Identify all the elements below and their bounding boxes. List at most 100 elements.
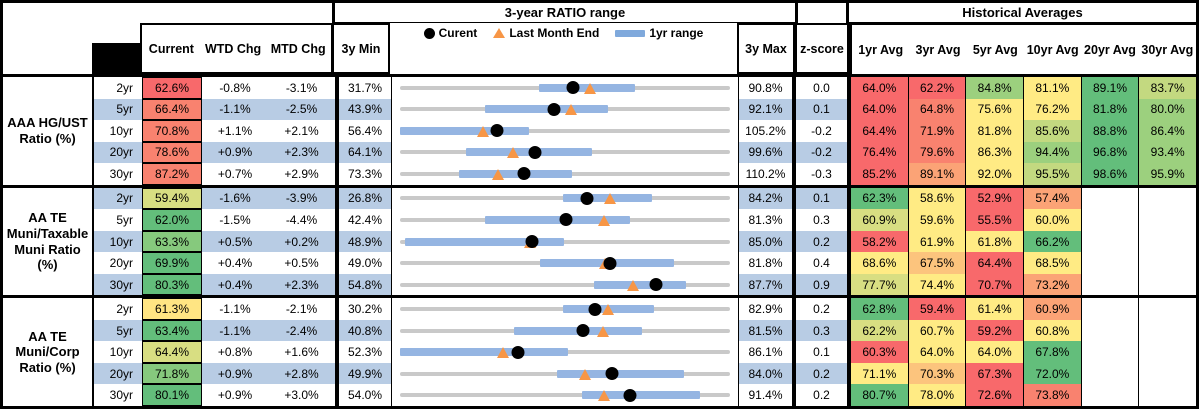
- wtd-chg-cell: +0.5%: [202, 230, 268, 253]
- section-rows: 2yr 62.6% -0.8% -3.1% 31.7% 90.8% 0.0 64.0% 62.2…: [94, 77, 1196, 185]
- historical-avg-cell: 94.4%: [1024, 141, 1082, 164]
- historical-avg-cell: [1081, 298, 1140, 320]
- historical-avg-cell: 64.8%: [908, 98, 967, 121]
- historical-avg-cell: 86.3%: [966, 141, 1025, 164]
- tenor-cell: 20yr: [94, 362, 142, 385]
- tenor-cell: 30yr: [94, 384, 142, 406]
- tenor-cell: 10yr: [94, 230, 142, 253]
- three-year-min-cell: 64.1%: [335, 141, 392, 164]
- last-month-end-triangle-icon: [493, 28, 506, 38]
- column-header-mtd-chg: MTD Chg: [270, 41, 326, 56]
- tenor-cell: 10yr: [94, 341, 142, 363]
- column-header-3yr-avg: 3yr Avg: [915, 42, 961, 57]
- historical-avg-cell: 81.1%: [1024, 77, 1082, 99]
- three-year-max-cell: 92.1%: [739, 98, 796, 121]
- wtd-chg-cell: -1.1%: [202, 319, 268, 342]
- three-year-range-line: [400, 128, 730, 133]
- current-marker: [566, 81, 579, 95]
- historical-avg-cell: [1139, 230, 1196, 253]
- one-year-range-bar: [404, 237, 564, 246]
- z-score-cell: 0.0: [796, 77, 851, 99]
- table-row: 20yr 71.8% +0.9% +2.8% 49.9% 84.0% 0.2 71.1% 70.…: [94, 362, 1196, 385]
- z-score-cell: -0.2: [796, 120, 851, 142]
- mtd-chg-cell: +1.6%: [268, 341, 335, 363]
- legend-item-current: Curent: [423, 26, 477, 40]
- three-year-min-cell: 52.3%: [335, 341, 392, 363]
- historical-avg-cell: [1139, 298, 1196, 320]
- historical-avg-cell: [1139, 384, 1196, 406]
- column-header-z-score: z-score: [795, 23, 849, 74]
- last-month-end-marker: [565, 104, 578, 116]
- legend-item-1yr-range: 1yr range: [615, 26, 703, 40]
- historical-avg-cell: 68.5%: [1024, 252, 1082, 274]
- table-row: 20yr 69.9% +0.4% +0.5% 49.0% 81.8% 0.4 68.6% 67.…: [94, 252, 1196, 274]
- current-value-cell: 80.1%: [142, 384, 202, 406]
- tenor-cell: 20yr: [94, 141, 142, 164]
- three-year-min-cell: 54.8%: [335, 273, 392, 296]
- last-month-end-marker: [626, 279, 639, 291]
- last-month-end-marker: [578, 368, 591, 380]
- current-value-cell: 63.3%: [142, 230, 202, 253]
- change-columns-header: Current WTD Chg MTD Chg: [140, 23, 333, 74]
- mtd-chg-cell: +2.1%: [268, 120, 335, 142]
- z-score-cell: 0.2: [796, 298, 851, 320]
- historical-avg-cell: 85.2%: [851, 163, 909, 185]
- last-month-end-marker: [597, 214, 610, 226]
- mtd-chg-cell: +2.3%: [268, 273, 335, 296]
- historical-avg-cell: 66.2%: [1024, 230, 1082, 253]
- historical-avg-cell: 93.4%: [1139, 141, 1196, 164]
- historical-avg-cell: 88.8%: [1081, 120, 1140, 142]
- historical-avg-cell: [1081, 252, 1140, 274]
- historical-avg-cell: 64.0%: [851, 98, 909, 121]
- historical-avg-cell: 76.4%: [851, 141, 909, 164]
- three-year-max-cell: 90.8%: [739, 77, 796, 99]
- three-year-max-cell: 81.5%: [739, 319, 796, 342]
- tenor-cell: 2yr: [94, 77, 142, 99]
- z-score-cell: 0.2: [796, 230, 851, 253]
- current-marker: [525, 235, 539, 248]
- historical-avg-cell: 70.3%: [908, 362, 967, 385]
- historical-avg-cell: 64.4%: [851, 120, 909, 142]
- z-score-cell: 0.1: [796, 187, 851, 210]
- three-year-min-cell: 56.4%: [335, 120, 392, 142]
- tenor-cell: 5yr: [94, 98, 142, 121]
- ratio-section: AAA HG/UST Ratio (%) 2yr 62.6% -0.8% -3.1% 31…: [3, 77, 1196, 188]
- historical-avg-cell: 72.0%: [1024, 362, 1082, 385]
- historical-avg-cell: [1139, 362, 1196, 385]
- column-header-10yr-avg: 10yr Avg: [1026, 42, 1079, 57]
- historical-avg-cell: 95.9%: [1139, 163, 1196, 185]
- historical-avg-cell: [1139, 319, 1196, 342]
- three-year-max-cell: 81.8%: [739, 252, 796, 274]
- column-header-3y-min: 3y Min: [332, 23, 390, 74]
- three-year-min-cell: 30.2%: [335, 298, 392, 320]
- historical-avg-cell: 76.2%: [1024, 98, 1082, 121]
- section-label: AA TE Muni/Corp Ratio (%): [3, 298, 94, 406]
- historical-avg-cell: 62.3%: [851, 187, 909, 210]
- column-header-wtd-chg: WTD Chg: [204, 41, 262, 56]
- three-year-min-cell: 43.9%: [335, 98, 392, 121]
- three-year-min-cell: 49.9%: [335, 362, 392, 385]
- historical-avg-cell: 79.6%: [908, 141, 967, 164]
- table-row: 2yr 62.6% -0.8% -3.1% 31.7% 90.8% 0.0 64.0% 62.2…: [94, 77, 1196, 99]
- historical-averages-title: Historical Averages: [962, 5, 1083, 20]
- historical-avg-cell: 58.6%: [908, 187, 967, 210]
- z-score-cell: 0.1: [796, 98, 851, 121]
- column-header-3y-min-label: 3y Min: [341, 41, 381, 56]
- historical-avg-cell: 81.8%: [1081, 98, 1140, 121]
- historical-avg-cell: [1081, 209, 1140, 231]
- historical-avg-cell: [1081, 384, 1140, 406]
- historical-avg-cell: 62.2%: [908, 77, 967, 99]
- current-marker: [588, 302, 602, 316]
- table-row: 20yr 78.6% +0.9% +2.3% 64.1% 99.6% -0.2 76.4% 79…: [94, 141, 1196, 164]
- table-row: 10yr 64.4% +0.8% +1.6% 52.3% 86.1% 0.1 60.3% 64.…: [94, 341, 1196, 363]
- mtd-chg-cell: -2.1%: [268, 298, 335, 320]
- range-chart-cell: [392, 384, 739, 406]
- column-header-z-score-label: z-score: [800, 41, 844, 56]
- historical-avg-cell: 64.0%: [851, 77, 909, 99]
- historical-avg-cell: 71.1%: [851, 362, 909, 385]
- three-year-range-line: [400, 282, 730, 287]
- column-header-current: Current: [148, 41, 194, 56]
- range-chart-cell: [392, 209, 739, 231]
- chart-legend-row: Curent Last Month End 1yr range: [423, 23, 703, 43]
- historical-avg-cell: 55.5%: [966, 209, 1025, 231]
